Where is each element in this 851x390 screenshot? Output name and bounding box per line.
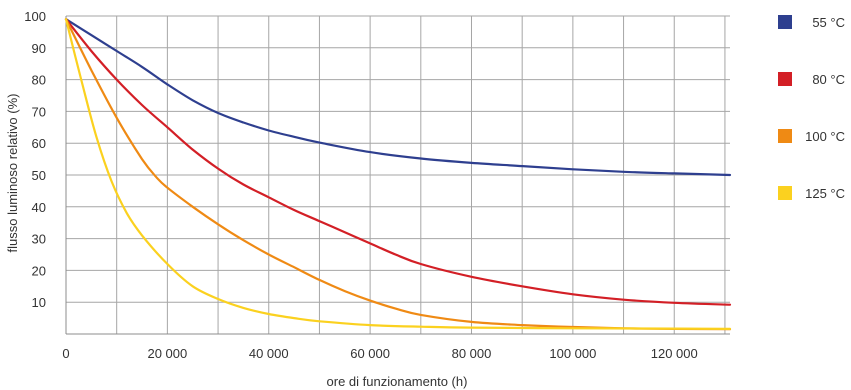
x-tick-label: 120 000: [651, 346, 698, 361]
y-axis-label: flusso luminoso relativo (%): [5, 94, 20, 253]
x-axis-label: ore di funzionamento (h): [327, 374, 468, 389]
y-tick-label: 80: [32, 73, 46, 88]
grid: [66, 15, 730, 334]
y-tick-label: 60: [32, 136, 46, 151]
x-tick-label: 20 000: [147, 346, 187, 361]
series-line: [64, 18, 732, 177]
legend-label: 125 °C: [805, 186, 845, 201]
legend-swatch: [778, 186, 792, 200]
series-lines: [64, 18, 732, 331]
legend-swatch: [778, 72, 792, 86]
x-tick-label: 100 000: [549, 346, 596, 361]
legend-label: 80 °C: [812, 72, 845, 87]
y-tick-label: 50: [32, 168, 46, 183]
x-tick-labels: 0 20 000 40 000 60 000 80 000 100 000 120 000: [62, 346, 697, 361]
x-tick-label: 0: [62, 346, 69, 361]
legend: 55 °C 80 °C 100 °C 125 °C: [778, 15, 845, 201]
legend-label: 55 °C: [812, 15, 845, 30]
x-tick-label: 60 000: [350, 346, 390, 361]
x-tick-label: 40 000: [249, 346, 289, 361]
series-line: [64, 18, 732, 330]
y-tick-label: 30: [32, 232, 46, 247]
y-tick-label: 100: [24, 9, 46, 24]
y-tick-label: 70: [32, 104, 46, 119]
series-line: [64, 18, 732, 306]
y-tick-label: 20: [32, 263, 46, 278]
x-tick-label: 80 000: [452, 346, 492, 361]
y-tick-labels: 10 20 30 40 50 60 70 80 90 100: [24, 9, 46, 310]
y-tick-label: 90: [32, 41, 46, 56]
legend-swatch: [778, 15, 792, 29]
y-tick-label: 10: [32, 295, 46, 310]
y-tick-label: 40: [32, 200, 46, 215]
legend-swatch: [778, 129, 792, 143]
axes: [65, 16, 730, 335]
series-line: [64, 18, 732, 331]
legend-label: 100 °C: [805, 129, 845, 144]
